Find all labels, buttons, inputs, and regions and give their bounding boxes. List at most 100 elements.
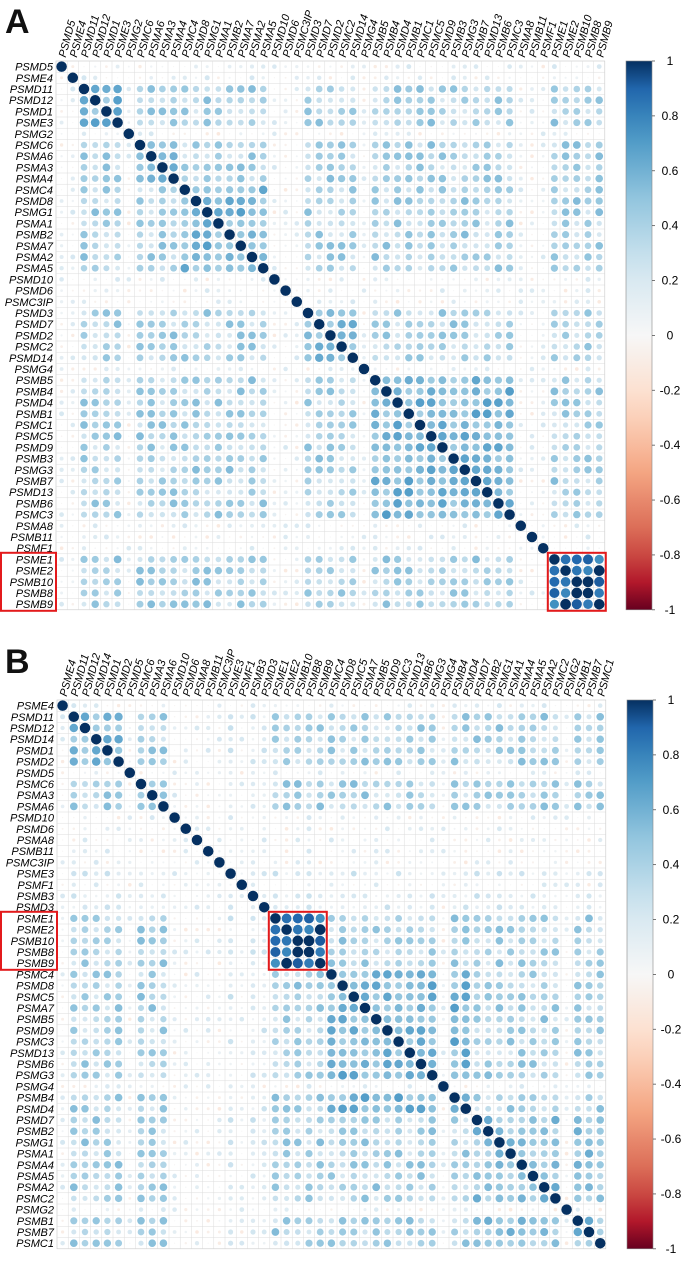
correlation-cell: [358, 363, 370, 375]
correlation-cell: [204, 511, 211, 518]
correlation-cell: [362, 87, 366, 91]
correlation-cell: [515, 520, 527, 532]
correlation-cell: [362, 569, 366, 573]
correlation-cell: [294, 321, 300, 327]
correlation-cell: [239, 860, 244, 865]
correlation-cell: [517, 1060, 526, 1068]
correlation-cell: [318, 815, 322, 820]
correlation-cell: [574, 791, 582, 799]
correlation-cell: [348, 331, 357, 340]
correlation-cell: [485, 300, 489, 304]
correlation-cell: [586, 132, 590, 135]
correlation-cell: [337, 174, 346, 183]
correlation-cell: [461, 320, 469, 328]
correlation-cell: [562, 455, 569, 462]
correlation-cell: [284, 322, 288, 326]
correlation-cell: [251, 289, 253, 292]
correlation-cell: [173, 1118, 177, 1122]
correlation-cell: [496, 1027, 503, 1034]
correlation-cell: [506, 780, 515, 788]
correlation-cell: [239, 547, 242, 550]
correlation-cell: [139, 704, 143, 707]
correlation-cell: [103, 231, 110, 238]
correlation-cell: [576, 839, 579, 841]
correlation-cell: [428, 86, 434, 92]
correlation-cell: [440, 300, 445, 304]
correlation-cell: [563, 524, 568, 528]
correlation-cell: [239, 1240, 245, 1246]
correlation-cell: [576, 704, 580, 707]
correlation-cell: [295, 513, 299, 516]
correlation-cell: [560, 565, 571, 576]
correlation-cell: [574, 1027, 582, 1034]
correlation-cell: [363, 1208, 367, 1212]
correlation-cell: [407, 826, 412, 831]
correlation-cell: [419, 861, 423, 864]
correlation-cell: [160, 1038, 167, 1045]
correlation-cell: [473, 780, 481, 788]
correlation-cell: [316, 802, 325, 811]
correlation-cell: [70, 467, 75, 472]
correlation-cell: [566, 1130, 568, 1132]
correlation-cell: [159, 1150, 167, 1158]
correlation-cell: [338, 164, 345, 171]
correlation-cell: [185, 1186, 187, 1188]
correlation-cell: [127, 344, 131, 349]
correlation-cell: [363, 502, 365, 505]
correlation-cell: [417, 1217, 425, 1224]
row-label: PSMA3: [16, 162, 54, 174]
correlation-cell: [148, 209, 154, 215]
correlation-cell: [160, 1016, 167, 1023]
correlation-cell: [218, 783, 220, 785]
correlation-cell: [531, 323, 533, 326]
correlation-cell: [240, 1084, 244, 1089]
correlation-cell: [585, 1038, 593, 1045]
correlation-cell: [240, 749, 243, 752]
correlation-cell: [70, 1150, 77, 1157]
correlation-cell: [69, 1104, 78, 1113]
correlation-cell: [195, 815, 199, 820]
correlation-cell: [160, 758, 167, 765]
correlation-cell: [250, 1005, 256, 1011]
correlation-cell: [542, 770, 547, 775]
correlation-cell: [207, 1242, 209, 1244]
correlation-cell: [241, 1153, 243, 1155]
correlation-cell: [473, 243, 479, 249]
correlation-cell: [261, 1106, 267, 1112]
correlation-cell: [205, 1016, 211, 1022]
correlation-cell: [250, 1072, 256, 1078]
row-label: PSMB11: [10, 532, 53, 544]
correlation-cell: [338, 86, 345, 92]
correlation-cell: [382, 264, 390, 272]
correlation-cell: [114, 1183, 123, 1192]
correlation-cell: [226, 444, 233, 451]
correlation-cell: [206, 300, 209, 303]
correlation-cell: [328, 366, 333, 372]
correlation-cell: [169, 488, 178, 497]
correlation-cell: [328, 277, 333, 282]
correlation-cell: [529, 108, 535, 114]
correlation-cell: [272, 333, 277, 338]
correlation-cell: [564, 1140, 569, 1145]
correlation-cell: [260, 489, 267, 496]
correlation-cell: [484, 915, 492, 922]
correlation-cell: [406, 937, 414, 945]
correlation-cell: [207, 962, 209, 964]
correlation-cell: [249, 64, 255, 69]
correlation-cell: [283, 1049, 291, 1057]
correlation-cell: [508, 971, 514, 977]
correlation-cell: [172, 1095, 177, 1100]
correlation-cell: [82, 971, 88, 978]
correlation-cell: [128, 704, 132, 708]
correlation-cell: [587, 838, 591, 842]
correlation-cell: [214, 163, 223, 172]
correlation-cell: [93, 871, 99, 876]
correlation-cell: [169, 118, 178, 127]
correlation-cell: [560, 598, 571, 610]
correlation-cell: [127, 177, 131, 180]
correlation-cell: [305, 971, 313, 978]
correlation-cell: [372, 1183, 381, 1192]
correlation-cell: [316, 1138, 325, 1147]
correlation-cell: [228, 1184, 234, 1190]
correlation-cell: [214, 186, 222, 194]
